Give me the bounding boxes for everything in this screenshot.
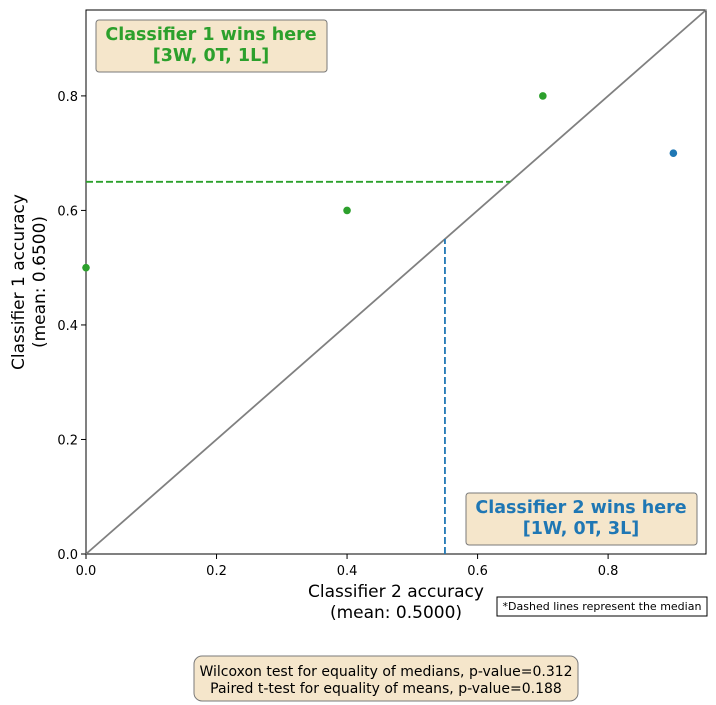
data-point <box>343 206 351 215</box>
stats-box <box>193 655 579 702</box>
y-tick-label: 0.2 <box>57 433 78 448</box>
classifier1-wins-box <box>95 19 328 73</box>
x-tick-label: 0.8 <box>598 564 619 579</box>
y-tick-label: 0.4 <box>57 319 78 334</box>
chart-marks: 0.0 0.2 0.4 0.6 0.8 0.0 0.2 0.4 0.6 0.8 <box>57 9 707 579</box>
y-tick-label: 0.8 <box>57 90 78 105</box>
data-point <box>82 263 90 272</box>
plot-frame <box>85 9 707 555</box>
y-axis-label-line2: (mean: 0.6500) <box>30 216 50 348</box>
x-tick-label: 0.4 <box>337 564 358 579</box>
data-point <box>539 92 547 100</box>
classifier2-wins-box <box>465 492 698 546</box>
y-tick-label: 0.6 <box>57 204 78 219</box>
median-note: *Dashed lines represent the median <box>503 600 702 613</box>
classifier2-wins-title: Classifier 2 wins here <box>475 498 686 518</box>
x-axis-label-line2: (mean: 0.5000) <box>330 603 462 623</box>
classifier1-wins-record: [3W, 0T, 1L] <box>153 46 269 66</box>
wilcoxon-result: Wilcoxon test for equality of medians, p… <box>199 664 572 680</box>
x-axis-label-line1: Classifier 2 accuracy <box>308 582 484 602</box>
classifier2-wins-record: [1W, 0T, 3L] <box>523 519 639 539</box>
y-axis-label-line1: Classifier 1 accuracy <box>9 194 29 370</box>
x-tick-label: 0.6 <box>467 564 488 579</box>
classifier1-wins-title: Classifier 1 wins here <box>105 25 316 45</box>
ttest-result: Paired t-test for equality of means, p-v… <box>210 681 562 697</box>
x-tick-label: 0.2 <box>206 564 227 579</box>
data-point <box>669 149 678 157</box>
median-note-box <box>496 596 708 617</box>
diagonal-line <box>85 9 707 555</box>
y-tick-label: 0.0 <box>57 548 78 563</box>
x-tick-label: 0.0 <box>76 564 97 579</box>
